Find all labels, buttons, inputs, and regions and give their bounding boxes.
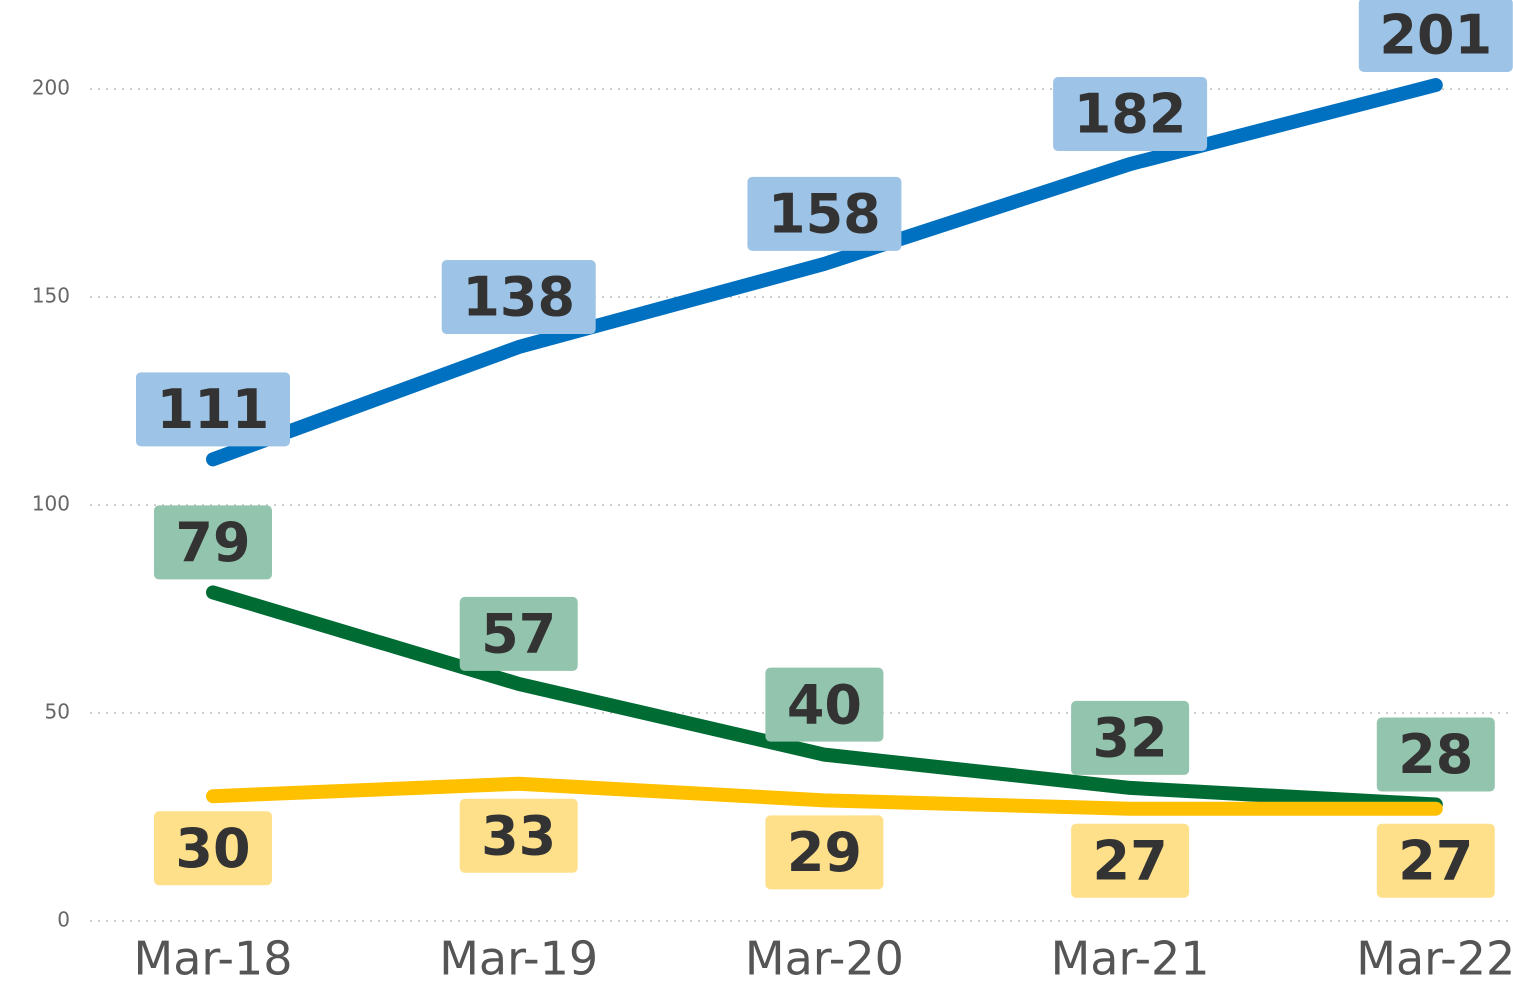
y-tick-label: 200 [32, 76, 70, 100]
value-label: 27 [1398, 829, 1473, 892]
y-tick-label: 50 [45, 700, 70, 724]
value-label-box [136, 372, 290, 447]
value-label: 182 [1074, 83, 1187, 146]
value-label-box [765, 667, 884, 742]
x-tick-label: Mar-20 [745, 932, 904, 985]
value-label: 28 [1398, 723, 1473, 786]
value-label-box [459, 596, 578, 671]
value-label-box [1358, 0, 1513, 73]
value-label-box [1376, 823, 1495, 898]
value-label: 79 [175, 511, 250, 574]
value-label-box [1071, 700, 1190, 775]
value-label: 138 [462, 266, 575, 329]
x-tick-label: Mar-18 [134, 932, 293, 985]
value-label-box [1071, 823, 1190, 898]
value-label: 57 [481, 603, 556, 666]
value-label-box [1376, 717, 1495, 792]
value-label: 29 [787, 821, 862, 884]
y-tick-label: 0 [57, 908, 70, 932]
series-line [206, 585, 1443, 812]
value-label-box [154, 505, 272, 580]
value-label-box [459, 798, 578, 873]
value-label: 33 [481, 804, 556, 867]
x-tick-label: Mar-22 [1356, 932, 1513, 985]
x-tick-label: Mar-21 [1051, 932, 1210, 985]
value-label-box [154, 811, 272, 886]
value-label: 158 [768, 183, 881, 246]
value-label: 30 [175, 817, 250, 880]
value-label-box [1053, 77, 1208, 152]
value-label: 27 [1093, 829, 1168, 892]
value-label: 32 [1093, 707, 1168, 770]
value-label: 201 [1379, 4, 1492, 67]
series-line [206, 78, 1443, 467]
value-label-box [747, 176, 902, 251]
value-label: 111 [157, 378, 270, 441]
series-line [206, 776, 1443, 816]
y-tick-label: 100 [32, 492, 70, 516]
value-label: 40 [787, 673, 862, 736]
value-label-box [765, 815, 884, 890]
y-tick-label: 150 [32, 284, 70, 308]
x-tick-label: Mar-19 [439, 932, 598, 985]
value-label-box [441, 260, 596, 335]
